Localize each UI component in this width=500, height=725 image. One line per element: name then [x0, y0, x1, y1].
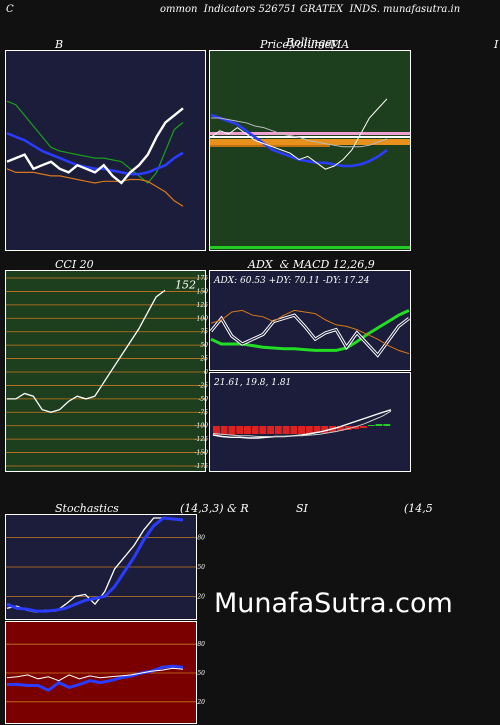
macd-hist-bar	[244, 426, 251, 434]
macd-hist-bar	[375, 424, 383, 426]
rsi-params: (14,5	[404, 502, 433, 515]
macd_line	[212, 409, 392, 439]
bollinger-bg	[5, 50, 206, 251]
rsi-tick-label: 50	[197, 670, 205, 677]
price-line	[6, 107, 184, 185]
macd-hist-bar	[267, 426, 275, 434]
macd-hist-bar	[259, 426, 267, 434]
mfi-line	[6, 667, 184, 682]
cci-tick-label: -175	[195, 463, 209, 470]
stoch-tick-label: 50	[197, 564, 205, 571]
right-edge-letter: I	[494, 38, 499, 51]
bollinger-title: B	[55, 38, 64, 51]
macd-hist-bar	[360, 426, 367, 428]
cci-tick-label: 175	[197, 275, 209, 282]
ma-band-white	[210, 136, 410, 138]
cci-tick-label: 100	[197, 315, 209, 322]
stoch-tick-label: 80	[197, 535, 205, 542]
plus_di-line	[210, 314, 410, 357]
cci-tick-label: 25	[199, 356, 208, 363]
cci-chart: 175 150 125 100 75 50 25 0 -25 -50 -75 -100 -125 -150…	[5, 270, 209, 472]
cci-tick-label: 75	[200, 329, 208, 336]
macd-hist-bar	[344, 426, 352, 430]
price-title-c: MA	[330, 38, 350, 51]
price-line	[210, 98, 388, 170]
rsi-title: SI	[296, 502, 308, 515]
macd-hist-bar	[220, 426, 228, 435]
macd-hist-bar	[367, 425, 375, 426]
stoch-tick-label: 20	[196, 593, 205, 600]
page-title: ommon Indicators 526751 GRATEX INDS. mun…	[160, 4, 461, 15]
cci-tick-label: -75	[198, 409, 208, 416]
ma-band-orange	[210, 139, 410, 145]
price-title-overlap: Bollinger	[286, 36, 338, 49]
lower-line	[6, 168, 184, 207]
upper-line	[6, 100, 184, 184]
macd-hist-bar	[228, 426, 236, 435]
macd-hist-bar	[282, 426, 290, 434]
volume-baseline	[210, 246, 410, 249]
macd-hist-bar	[298, 426, 305, 434]
macd-chart: 21.61, 19.8, 1.81	[209, 372, 411, 472]
mid-line	[6, 131, 184, 176]
adx-chart: ADX: 60.53 +DY: 70.11 -DY: 17.24	[209, 270, 411, 371]
macd-hist-bar	[213, 426, 220, 435]
cci-title: CCI 20	[55, 258, 94, 271]
adx-values: ADX: 60.53 +DY: 70.11 -DY: 17.24	[213, 276, 370, 286]
ma-band-pink	[210, 132, 410, 135]
macd-hist-bar	[290, 426, 298, 434]
price-ma-chart	[209, 50, 411, 251]
left-letter: C	[6, 4, 14, 15]
macd-hist-bar	[383, 424, 391, 426]
macd-values: 21.61, 19.8, 1.81	[213, 378, 291, 388]
rsi-chart: 80 50 20	[5, 621, 205, 724]
rsi-tick-label: 20	[196, 699, 205, 706]
cci-tick-label: -25	[198, 382, 208, 389]
macd-bg	[209, 372, 411, 472]
stoch-chart: 80 50 20	[5, 514, 205, 620]
macd-hist-bar	[336, 426, 344, 431]
cci-tick-label: -100	[195, 423, 209, 430]
ma-bands	[210, 132, 410, 147]
macd-hist-bar	[251, 426, 259, 434]
watermark: MunafaSutra.com	[214, 588, 453, 619]
cci-tick-label: 0	[204, 369, 208, 376]
cci-tick-label: 125	[197, 302, 209, 309]
stoch-title: Stochastics	[55, 502, 119, 515]
price-title-a: Price,	[260, 38, 293, 51]
macd-hist-bar	[236, 426, 244, 434]
adx-macd-title: ADX & MACD 12,26,9	[248, 258, 375, 271]
rsi-tick-label: 80	[197, 641, 205, 648]
cci-tick-label: -125	[195, 436, 209, 443]
bollinger-chart	[5, 50, 206, 251]
d-line	[6, 516, 184, 613]
cci-tick-label: -50	[198, 396, 208, 403]
rsi-bg	[5, 621, 197, 724]
stoch-params: (14,3,3) & R	[180, 502, 249, 515]
macd-hist-bar	[305, 426, 313, 434]
cci-last-value: 152	[175, 278, 196, 291]
cci-tick-label: 150	[197, 288, 209, 295]
price-title-b: Volume,	[290, 38, 335, 51]
macd-hist-bar	[274, 426, 282, 434]
minus_di-line	[210, 309, 410, 355]
ma_gray-line	[211, 117, 388, 148]
signal_line	[212, 410, 392, 437]
macd-hist-bar	[313, 426, 321, 433]
cci-bg	[5, 270, 206, 472]
cci-tick-label: 50	[200, 342, 208, 349]
macd-hist-bar	[321, 426, 329, 433]
price-bg	[209, 50, 411, 251]
cci-tick-label: -150	[195, 450, 209, 457]
macd-hist-bar	[352, 426, 360, 429]
cci-line	[7, 289, 166, 413]
